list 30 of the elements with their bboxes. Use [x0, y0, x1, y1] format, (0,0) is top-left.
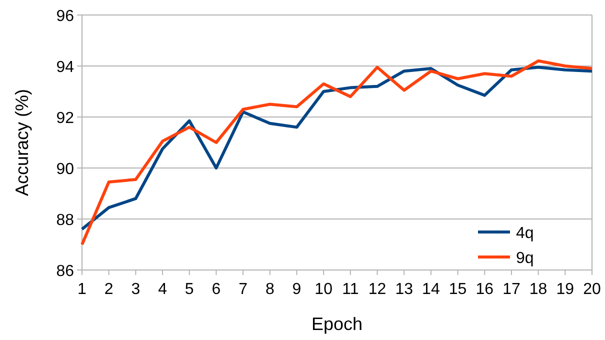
x-tick-label: 19	[556, 281, 574, 298]
x-tick-label: 11	[342, 281, 359, 298]
y-tick-label: 86	[56, 263, 74, 280]
x-tick-label: 9	[292, 281, 302, 298]
y-tick-label: 88	[56, 212, 74, 229]
x-tick-label: 10	[314, 281, 333, 298]
y-tick-label: 90	[56, 161, 74, 178]
y-tick-label: 94	[56, 59, 74, 76]
x-tick-label: 2	[104, 281, 114, 298]
x-tick-label: 7	[238, 281, 248, 298]
x-axis-title: Epoch	[311, 314, 363, 334]
x-tick-label: 8	[265, 281, 274, 298]
x-tick-label: 6	[212, 281, 221, 298]
x-tick-label: 12	[368, 281, 386, 298]
x-tick-label: 5	[184, 281, 194, 298]
x-tick-label: 4	[158, 281, 168, 298]
x-tick-label: 18	[529, 281, 548, 298]
x-tick-label: 1	[78, 281, 87, 298]
legend-label: 9q	[516, 250, 534, 267]
y-axis-title: Accuracy (%)	[12, 88, 32, 196]
x-tick-label: 13	[395, 281, 414, 298]
x-tick-label: 3	[131, 281, 140, 298]
y-tick-label: 96	[56, 8, 74, 25]
x-tick-label: 14	[422, 281, 440, 298]
y-tick-label: 92	[56, 110, 74, 127]
x-tick-label: 20	[583, 281, 601, 298]
x-tick-label: 17	[502, 281, 520, 298]
x-tick-label: 15	[448, 281, 467, 298]
x-tick-label: 16	[476, 281, 494, 298]
legend-label: 4q	[516, 225, 534, 242]
